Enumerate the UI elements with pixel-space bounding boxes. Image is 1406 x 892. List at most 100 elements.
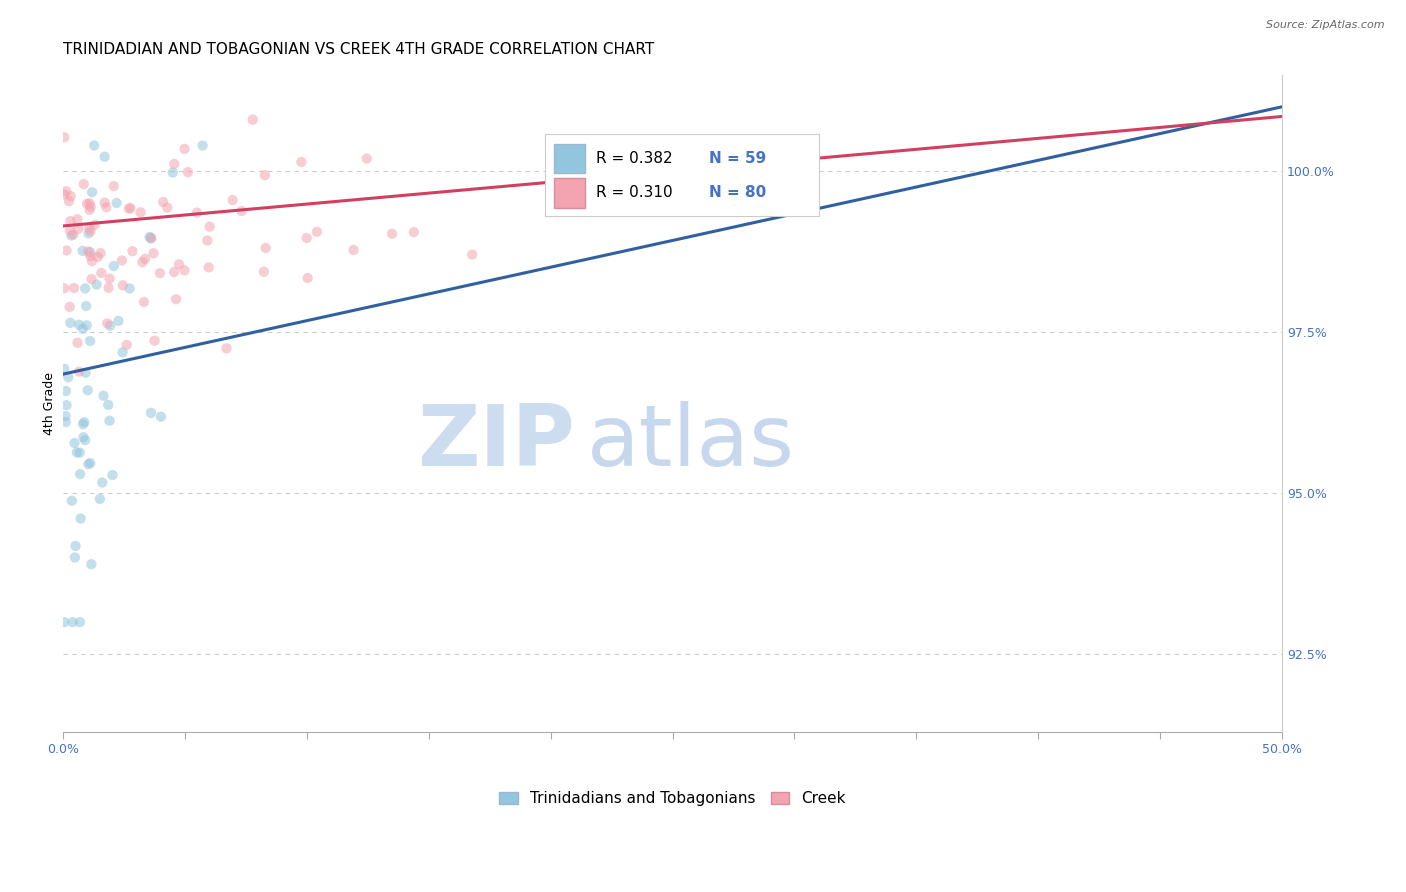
Text: ZIP: ZIP bbox=[418, 401, 575, 484]
Point bbox=[98, 414, 121, 428]
Point bbox=[93, 195, 115, 210]
Point bbox=[93, 389, 115, 403]
Point bbox=[156, 201, 179, 215]
Point bbox=[76, 318, 98, 333]
Point bbox=[76, 383, 98, 397]
Point bbox=[79, 456, 101, 470]
Point bbox=[69, 615, 91, 629]
Point bbox=[75, 299, 97, 313]
Point bbox=[139, 231, 162, 245]
Point bbox=[103, 259, 125, 273]
Point bbox=[75, 433, 97, 447]
Point bbox=[98, 318, 121, 333]
Point bbox=[96, 200, 118, 214]
Point bbox=[58, 370, 80, 384]
Point bbox=[90, 246, 112, 260]
Point bbox=[118, 202, 141, 216]
Point bbox=[295, 231, 318, 245]
Point bbox=[221, 193, 243, 207]
Point bbox=[254, 241, 277, 255]
Point bbox=[53, 361, 76, 376]
Point bbox=[59, 300, 82, 314]
Point bbox=[163, 265, 186, 279]
Point bbox=[290, 155, 312, 169]
Point bbox=[103, 179, 125, 194]
Point bbox=[173, 263, 195, 277]
Point bbox=[79, 334, 101, 348]
Point bbox=[62, 227, 84, 242]
Point bbox=[253, 265, 276, 279]
Point bbox=[149, 409, 172, 424]
Point bbox=[67, 365, 90, 379]
Point bbox=[111, 253, 134, 268]
Point bbox=[77, 457, 100, 471]
Point bbox=[231, 204, 253, 219]
Point bbox=[62, 615, 84, 629]
Point bbox=[138, 230, 160, 244]
Point bbox=[79, 202, 101, 217]
Point bbox=[55, 244, 77, 258]
Point bbox=[79, 196, 101, 211]
Point bbox=[152, 194, 174, 209]
Point bbox=[141, 231, 163, 245]
Point bbox=[79, 224, 101, 238]
Legend: Trinidadians and Tobagonians, Creek: Trinidadians and Tobagonians, Creek bbox=[494, 785, 852, 813]
Point bbox=[66, 212, 89, 227]
Point bbox=[149, 266, 172, 280]
Point bbox=[59, 189, 82, 203]
Point bbox=[402, 225, 425, 239]
Point bbox=[129, 205, 152, 219]
Point bbox=[59, 224, 82, 238]
Point bbox=[67, 318, 90, 332]
Point bbox=[86, 277, 108, 292]
Point bbox=[72, 417, 94, 432]
Point bbox=[63, 436, 86, 450]
Point bbox=[197, 260, 219, 275]
Point bbox=[90, 266, 112, 280]
Point bbox=[96, 317, 118, 331]
Point bbox=[98, 271, 121, 285]
Point bbox=[69, 511, 91, 525]
Point bbox=[105, 196, 128, 211]
Point bbox=[67, 222, 90, 236]
Point bbox=[342, 243, 364, 257]
Point bbox=[186, 205, 208, 219]
Point bbox=[163, 157, 186, 171]
Point bbox=[73, 415, 96, 429]
Point bbox=[173, 142, 195, 156]
Point bbox=[121, 244, 143, 259]
Text: N = 59: N = 59 bbox=[709, 151, 766, 166]
FancyBboxPatch shape bbox=[554, 178, 585, 208]
Point bbox=[356, 152, 378, 166]
Point bbox=[63, 281, 86, 295]
Point bbox=[111, 345, 134, 359]
Point bbox=[66, 335, 89, 350]
Text: N = 80: N = 80 bbox=[709, 186, 766, 201]
Point bbox=[162, 165, 184, 179]
Point bbox=[93, 150, 115, 164]
Point bbox=[79, 221, 101, 235]
Point bbox=[89, 491, 111, 506]
Point bbox=[101, 468, 124, 483]
Point bbox=[120, 201, 142, 215]
Point bbox=[80, 272, 103, 286]
Point bbox=[82, 185, 104, 199]
Point bbox=[253, 168, 276, 182]
FancyBboxPatch shape bbox=[544, 134, 818, 216]
Point bbox=[83, 138, 105, 153]
Point bbox=[77, 244, 100, 259]
Point bbox=[132, 295, 155, 310]
Point bbox=[86, 250, 108, 264]
Point bbox=[76, 196, 98, 211]
Point bbox=[53, 281, 76, 295]
Point bbox=[55, 398, 77, 412]
Point bbox=[142, 246, 165, 260]
Point bbox=[134, 252, 156, 266]
Text: TRINIDADIAN AND TOBAGONIAN VS CREEK 4TH GRADE CORRELATION CHART: TRINIDADIAN AND TOBAGONIAN VS CREEK 4TH … bbox=[63, 42, 654, 57]
Point bbox=[97, 281, 120, 295]
Text: R = 0.310: R = 0.310 bbox=[596, 186, 672, 201]
Point bbox=[66, 445, 89, 459]
Point bbox=[73, 177, 96, 191]
Point bbox=[215, 342, 238, 356]
Point bbox=[53, 130, 76, 145]
